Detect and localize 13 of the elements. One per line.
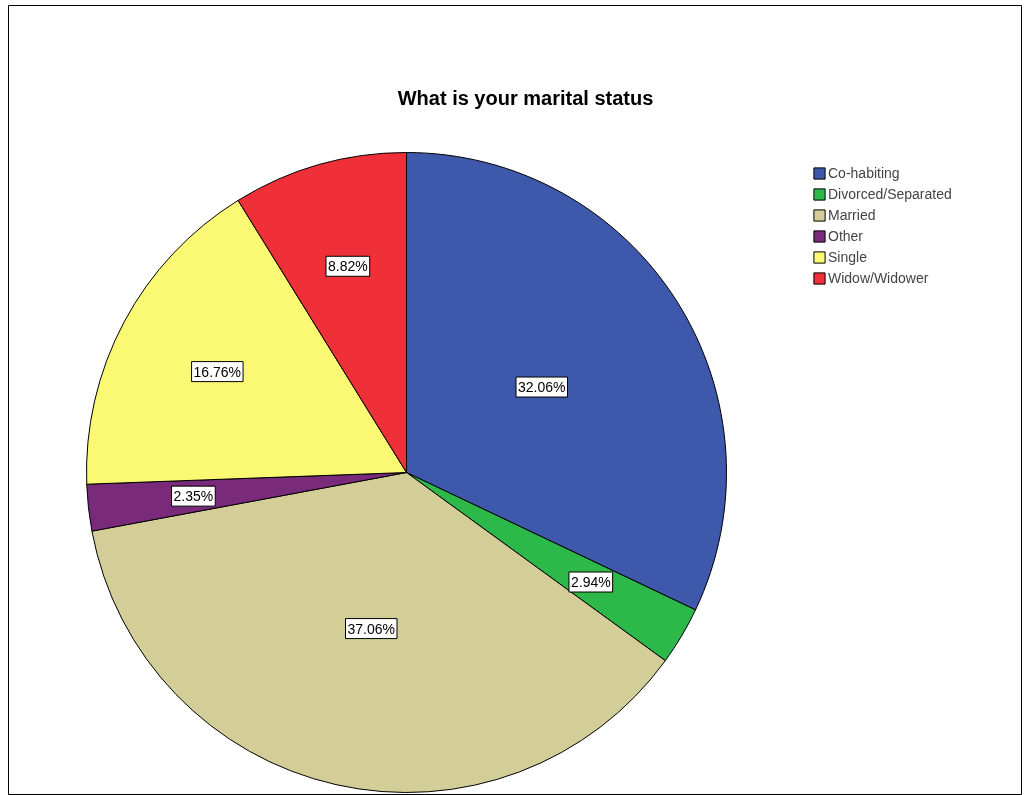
legend-label: Married <box>828 205 876 225</box>
data-label: 2.35% <box>173 488 214 505</box>
chart-title: What is your marital status <box>397 86 654 109</box>
data-label: 8.82% <box>328 258 368 275</box>
legend-label: Single <box>828 247 867 267</box>
data-label: 37.06% <box>347 620 395 637</box>
data-label: 2.94% <box>570 574 611 591</box>
legend-label: Co-habiting <box>828 163 900 183</box>
data-label: 32.06% <box>518 379 566 396</box>
data-label: 16.76% <box>193 363 242 380</box>
legend-label: Other <box>828 226 864 246</box>
legend-label: Divorced/Separated <box>828 184 952 204</box>
legend-label: Widow/Widower <box>828 268 929 288</box>
